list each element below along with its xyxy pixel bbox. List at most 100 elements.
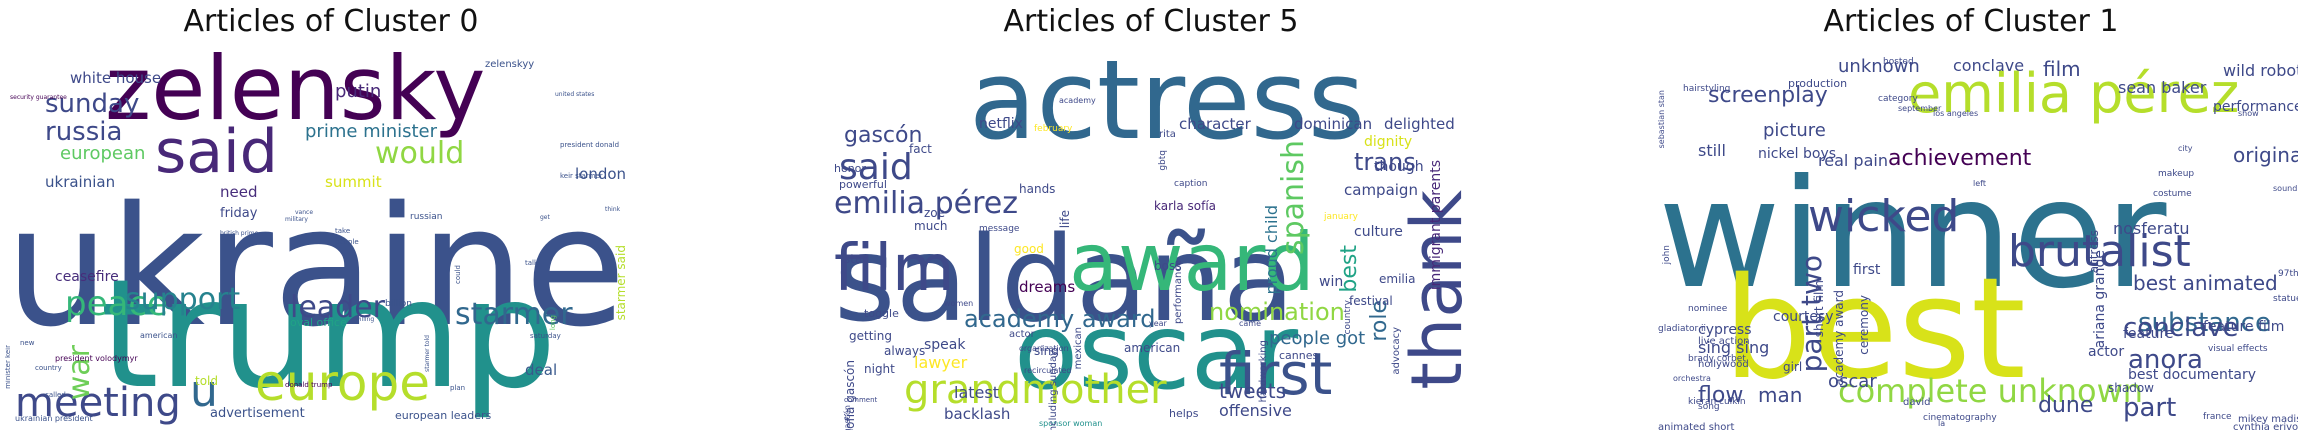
cloud-word: oscar bbox=[1828, 371, 1877, 392]
cloud-word: sebastian stan bbox=[1658, 90, 1666, 149]
cloud-word: performance bbox=[1173, 260, 1184, 325]
cloud-word: grandmother bbox=[904, 367, 1167, 413]
cloud-word: plan bbox=[450, 384, 466, 392]
cloud-word: wild robot bbox=[2223, 61, 2298, 80]
cloud-word: country bbox=[35, 364, 62, 372]
cloud-word: women bbox=[944, 299, 974, 308]
cloud-word: american bbox=[140, 331, 178, 340]
cloud-word: said bbox=[839, 147, 913, 188]
cloud-word: 97th bbox=[2278, 269, 2298, 279]
cloud-word: star bbox=[844, 252, 868, 266]
cloud-word: actor bbox=[1009, 329, 1035, 340]
cloud-word: academy bbox=[1059, 96, 1096, 105]
cloud-word: category bbox=[1878, 94, 1918, 104]
cloud-word: film bbox=[2043, 57, 2081, 81]
cloud-word: culture bbox=[1354, 224, 1403, 240]
cloud-word: security guarantee bbox=[10, 94, 67, 101]
cloud-word: ceremony bbox=[1857, 295, 1871, 355]
cloud-word: anora bbox=[2128, 345, 2203, 375]
cloud-word: u bbox=[190, 366, 218, 417]
cloud-word: friday bbox=[220, 206, 258, 221]
cloud-word: flow bbox=[1698, 383, 1744, 408]
cloud-word: visual effects bbox=[2208, 344, 2268, 354]
panel-title: Articles of Cluster 5 bbox=[1003, 4, 1299, 39]
cloud-word: latest bbox=[954, 383, 999, 402]
cloud-word: man bbox=[1758, 383, 1803, 407]
cloud-word: short film bbox=[1812, 280, 1826, 338]
cloud-word: summit bbox=[325, 173, 382, 191]
cloud-word: sean baker bbox=[2118, 78, 2207, 97]
cloud-word: actor bbox=[2088, 344, 2125, 360]
cloud-word: sing bbox=[1034, 344, 1059, 358]
cloud-word: spanish bbox=[1276, 140, 1311, 256]
cloud-word: powerful bbox=[839, 178, 887, 191]
cloud-word: peace bbox=[65, 284, 168, 324]
cloud-word: feature film bbox=[2203, 319, 2285, 335]
cloud-word: emilia pérez bbox=[834, 186, 1018, 221]
cloud-word: cannes bbox=[1279, 349, 1319, 362]
cloud-word: toggle bbox=[864, 307, 899, 320]
cloud-word: achievement bbox=[1888, 146, 2032, 171]
cloud-word: film bbox=[834, 232, 955, 306]
cloud-word: united states bbox=[555, 91, 595, 98]
panel-title: Articles of Cluster 1 bbox=[1823, 4, 2119, 39]
cloud-word: would bbox=[375, 136, 465, 171]
cloud-word: comment bbox=[844, 396, 878, 404]
cloud-word: starmer bbox=[455, 297, 573, 332]
cloud-word: campaign bbox=[1344, 181, 1418, 199]
cloud-word: willing bbox=[355, 316, 375, 323]
cloud-word: substance bbox=[2138, 308, 2271, 338]
cloud-word: good bbox=[1014, 242, 1044, 256]
cloud-word: sofía gascón bbox=[843, 360, 857, 430]
cloud-word: honor bbox=[834, 162, 866, 175]
cloud-word: get bbox=[540, 214, 550, 221]
cloud-word: much bbox=[914, 219, 948, 233]
cloud-word: starmer told bbox=[424, 335, 431, 372]
cloud-word: military bbox=[285, 216, 308, 223]
cloud-word: people got bbox=[1269, 328, 1366, 349]
cloud-word: take bbox=[335, 227, 351, 235]
cloud-word: rita bbox=[1159, 129, 1176, 140]
cloud-word: animated short bbox=[1658, 422, 1735, 431]
cloud-word: cinematography bbox=[1923, 413, 1997, 423]
cloud-word: trans bbox=[1354, 148, 1416, 176]
cloud-word: saldaña bbox=[834, 210, 1295, 348]
cloud-word: night bbox=[864, 362, 895, 376]
cloud-word: minister keir bbox=[5, 345, 12, 389]
cloud-word: france bbox=[2203, 412, 2232, 422]
cloud-word: always bbox=[884, 344, 926, 358]
cloud-word: mikey madison bbox=[2238, 414, 2298, 425]
cloud-word: david bbox=[1903, 397, 1931, 408]
cloud-word: caption bbox=[1174, 179, 1208, 189]
cloud-word: ukraine bbox=[5, 171, 627, 363]
cloud-word: girl bbox=[1783, 360, 1803, 374]
cloud-word: gladiator ii bbox=[1658, 324, 1707, 334]
cloud-word: putin bbox=[335, 81, 382, 102]
cloud-word: hardworking bbox=[1258, 340, 1269, 403]
cloud-word: oval office bbox=[290, 316, 347, 329]
cloud-word: russian bbox=[410, 212, 443, 222]
cloud-word: life bbox=[1058, 210, 1072, 229]
cloud-word: donald trump bbox=[285, 381, 333, 389]
cloud-word: actress bbox=[969, 45, 1366, 164]
cloud-word: brutalist bbox=[2008, 226, 2191, 277]
word-cloud: ukraine trump zelensky said europe meeting u pe… bbox=[5, 45, 657, 430]
cloud-word: hairstyling bbox=[1683, 84, 1731, 94]
cloud-word: american bbox=[1124, 341, 1181, 355]
cloud-word: live action bbox=[1698, 336, 1750, 347]
cloud-word: deal bbox=[525, 361, 558, 379]
cloud-word: festival bbox=[1349, 294, 1393, 308]
cloud-word: nickel boys bbox=[1758, 146, 1837, 162]
cloud-word: screenplay bbox=[1708, 83, 1828, 108]
cloud-word: meeting bbox=[15, 380, 181, 426]
cloud-word: ukrainian bbox=[45, 173, 116, 191]
cloud-word: advertisement bbox=[210, 406, 305, 421]
cloud-word: wicked bbox=[1808, 191, 1960, 242]
cloud-word: karla sofía bbox=[1154, 199, 1217, 213]
cloud-word: netflix bbox=[979, 116, 1023, 132]
cloud-word: people bbox=[335, 238, 359, 246]
cloud-word: sound bbox=[2273, 184, 2298, 193]
cloud-word: boss bbox=[1154, 259, 1182, 273]
cloud-word: backlash bbox=[944, 405, 1011, 423]
word-cloud: saldaña actress oscar award film first thank gr… bbox=[834, 45, 1468, 430]
